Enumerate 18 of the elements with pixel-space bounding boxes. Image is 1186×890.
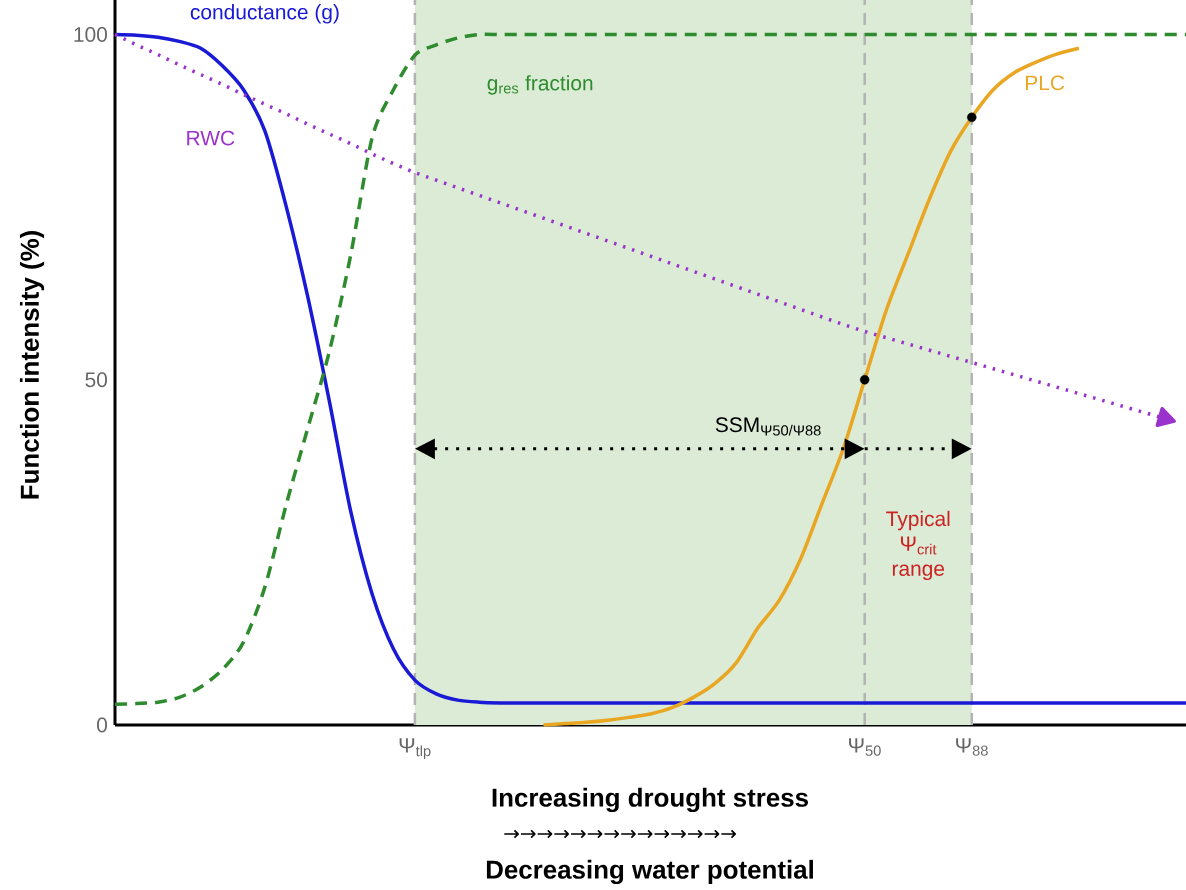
- point: [967, 112, 977, 123]
- text: →→→→→→→→→→→→→→: [504, 829, 736, 839]
- y-tick-label: 0: [97, 717, 108, 733]
- y-tick-label: 50: [85, 372, 108, 388]
- point: [859, 375, 870, 385]
- series-label: g$_{res}$ fraction: [487, 75, 593, 95]
- annotation: SSM$_{Ψ50/Ψ88}$: [715, 417, 821, 436]
- x-tick-label: Ψ$_{50}$: [849, 738, 881, 756]
- series-label: PLC: [1025, 75, 1065, 91]
- series-label: RWC: [187, 130, 235, 146]
- series-label: conductance (g): [190, 4, 339, 24]
- y-tick-label: 100: [74, 27, 108, 42]
- y-axis-title: Function intensity (%): [19, 231, 45, 499]
- x-tick-label: Ψ$_{88}$: [956, 738, 988, 756]
- x-axis-title: Increasing drought stress: [492, 787, 808, 813]
- annotation: Typical Ψ$_{crit}$ range: [886, 510, 950, 581]
- x-tick-label: Ψ$_{tlp}$: [399, 738, 431, 760]
- text: Decreasing water potential: [486, 859, 813, 885]
